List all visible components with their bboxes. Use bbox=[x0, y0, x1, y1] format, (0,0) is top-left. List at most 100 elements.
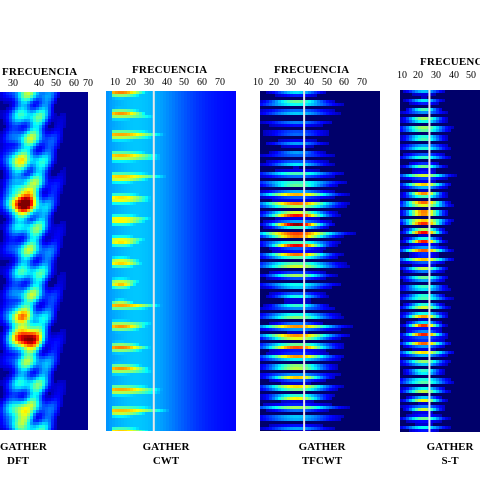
heatmap-cell bbox=[118, 277, 121, 280]
heatmap-cell bbox=[54, 200, 57, 203]
heatmap-cell bbox=[211, 247, 214, 250]
heatmap-cell bbox=[6, 206, 9, 209]
heatmap-cell bbox=[45, 173, 48, 176]
heatmap-cell bbox=[48, 404, 51, 407]
heatmap-cell bbox=[45, 176, 48, 179]
heatmap-cell bbox=[15, 305, 18, 308]
heatmap-cell bbox=[145, 115, 148, 118]
heatmap-cell bbox=[36, 368, 39, 371]
heatmap-cell bbox=[145, 169, 148, 172]
heatmap-cell bbox=[48, 407, 51, 410]
heatmap-cell bbox=[205, 202, 208, 205]
heatmap-cell bbox=[48, 260, 51, 263]
heatmap-cell bbox=[36, 146, 39, 149]
heatmap-cell bbox=[202, 211, 205, 214]
heatmap-cell bbox=[106, 130, 109, 133]
heatmap-cell bbox=[6, 119, 9, 122]
heatmap-cell bbox=[124, 238, 127, 241]
heatmap-cell bbox=[139, 268, 142, 271]
heatmap-cell bbox=[6, 347, 9, 350]
heatmap-cell bbox=[139, 103, 142, 106]
heatmap-cell bbox=[18, 326, 21, 329]
heatmap-cell bbox=[142, 190, 145, 193]
heatmap-cell bbox=[223, 178, 226, 181]
heatmap-cell bbox=[121, 94, 124, 97]
heatmap-cell bbox=[24, 203, 27, 206]
heatmap-cell bbox=[9, 323, 12, 326]
heatmap-cell bbox=[21, 113, 24, 116]
heatmap-cell bbox=[12, 113, 15, 116]
heatmap-cell bbox=[154, 223, 157, 226]
heatmap-cell bbox=[175, 160, 178, 163]
heatmap-cell bbox=[57, 296, 60, 299]
heatmap-cell bbox=[175, 103, 178, 106]
heatmap-cell bbox=[51, 254, 54, 257]
heatmap-cell bbox=[3, 287, 6, 290]
heatmap-cell bbox=[127, 157, 130, 160]
heatmap-cell bbox=[184, 217, 187, 220]
heatmap-cell bbox=[166, 115, 169, 118]
heatmap-cell bbox=[18, 182, 21, 185]
heatmap-cell bbox=[30, 257, 33, 260]
heatmap-cell bbox=[130, 106, 133, 109]
heatmap-cell bbox=[36, 107, 39, 110]
heatmap-cell bbox=[51, 320, 54, 323]
heatmap-cell bbox=[36, 197, 39, 200]
heatmap-cell bbox=[229, 148, 232, 151]
heatmap-cell bbox=[0, 332, 3, 335]
heatmap-cell bbox=[3, 356, 6, 359]
heatmap-cell bbox=[148, 199, 151, 202]
heatmap-cell bbox=[18, 290, 21, 293]
heatmap-cell bbox=[127, 103, 130, 106]
heatmap-cell bbox=[139, 163, 142, 166]
heatmap-cell bbox=[181, 115, 184, 118]
heatmap-cell bbox=[121, 190, 124, 193]
heatmap-cell bbox=[27, 152, 30, 155]
heatmap-cell bbox=[208, 232, 211, 235]
heatmap-cell bbox=[0, 146, 3, 149]
heatmap-cell bbox=[42, 140, 45, 143]
heatmap-cell bbox=[196, 115, 199, 118]
heatmap-cell bbox=[9, 395, 12, 398]
heatmap-cell bbox=[42, 134, 45, 137]
heatmap-cell bbox=[235, 187, 236, 190]
heatmap-cell bbox=[235, 157, 236, 160]
heatmap-cell bbox=[42, 356, 45, 359]
heatmap-cell bbox=[3, 143, 6, 146]
heatmap-cell bbox=[21, 239, 24, 242]
heatmap-cell bbox=[229, 202, 232, 205]
heatmap-cell bbox=[27, 359, 30, 362]
heatmap-cell bbox=[30, 269, 33, 272]
heatmap-cell bbox=[24, 131, 27, 134]
heatmap-cell bbox=[202, 214, 205, 217]
heatmap-cell bbox=[160, 253, 163, 256]
heatmap-cell bbox=[232, 241, 235, 244]
heatmap-cell bbox=[63, 278, 66, 281]
heatmap-cell bbox=[27, 242, 30, 245]
heatmap-cell bbox=[220, 241, 223, 244]
heatmap-cell bbox=[15, 110, 18, 113]
heatmap-cell bbox=[151, 238, 154, 241]
heatmap-cell bbox=[199, 178, 202, 181]
heatmap-cell bbox=[154, 247, 157, 250]
heatmap-cell bbox=[130, 262, 133, 265]
heatmap-cell bbox=[145, 160, 148, 163]
heatmap-cell bbox=[42, 227, 45, 230]
heatmap-cell bbox=[166, 157, 169, 160]
heatmap-cell bbox=[54, 419, 57, 422]
heatmap-cell bbox=[42, 401, 45, 404]
heatmap-cell bbox=[175, 175, 178, 178]
heatmap-cell bbox=[12, 215, 15, 218]
heatmap-cell bbox=[148, 145, 151, 148]
heatmap-cell bbox=[181, 106, 184, 109]
heatmap-cell bbox=[181, 253, 184, 256]
heatmap-cell bbox=[184, 163, 187, 166]
heatmap-cell bbox=[42, 374, 45, 377]
heatmap-cell bbox=[6, 131, 9, 134]
heatmap-cell bbox=[9, 281, 12, 284]
heatmap-cell bbox=[196, 124, 199, 127]
heatmap-cell bbox=[127, 121, 130, 124]
heatmap-cell bbox=[217, 97, 220, 100]
heatmap-cell bbox=[157, 229, 160, 232]
heatmap-cell bbox=[33, 149, 36, 152]
